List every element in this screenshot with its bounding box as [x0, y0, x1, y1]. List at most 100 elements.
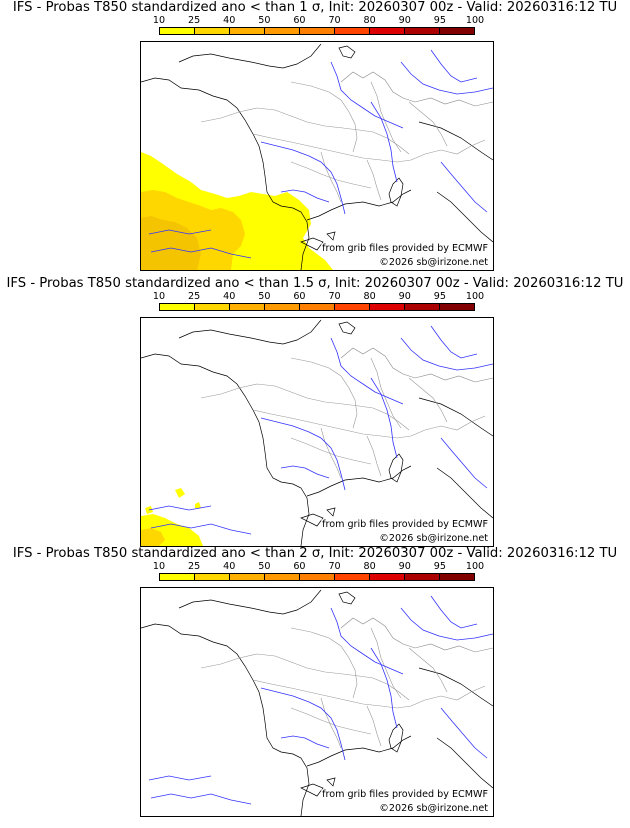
- scale-tick-label: 50: [258, 15, 271, 26]
- source-credit: from grib files provided by ECMWF: [321, 519, 489, 530]
- panel-1: IFS - Probas T850 standardized ano < tha…: [0, 0, 630, 276]
- coastline: [300, 507, 336, 527]
- river: [400, 61, 493, 95]
- river: [430, 49, 478, 83]
- border: [252, 409, 486, 439]
- coastline: [388, 453, 404, 483]
- river: [280, 189, 330, 203]
- coastline: [300, 777, 336, 797]
- scale-tick-label: 40: [223, 561, 236, 572]
- river: [370, 101, 398, 183]
- color-scale-bar: [159, 27, 475, 35]
- scale-swatch: [440, 28, 474, 34]
- scale-swatch: [300, 574, 335, 580]
- scale-tick-label: 80: [363, 15, 376, 26]
- river: [280, 735, 330, 749]
- border: [340, 617, 493, 653]
- scale-tick-label: 100: [465, 291, 485, 302]
- river: [370, 377, 398, 459]
- border: [290, 627, 448, 749]
- scale-tick-label: 100: [465, 561, 485, 572]
- scale-swatch: [370, 304, 405, 310]
- coastline: [141, 623, 310, 816]
- source-credit: from grib files provided by ECMWF: [321, 789, 489, 800]
- scale-swatch: [230, 304, 265, 310]
- coastline: [388, 723, 404, 753]
- river: [260, 417, 346, 491]
- scale-swatch: [335, 28, 370, 34]
- scale-tick-label: 90: [398, 15, 411, 26]
- coastline: [338, 45, 356, 59]
- copyright-credit: ©2026 sb@irizone.net: [378, 803, 489, 814]
- coastline: [306, 189, 412, 221]
- river: [330, 607, 404, 675]
- probability-field: [145, 488, 201, 514]
- river: [440, 437, 488, 489]
- scale-tick-label: 10: [152, 15, 166, 26]
- scale-tick-label: 60: [293, 15, 306, 26]
- color-scale-labels: 10 25 40 50 60 70 80 90 95 100: [153, 561, 484, 572]
- river: [280, 465, 330, 479]
- scale-swatch: [440, 304, 474, 310]
- scale-tick-label: 70: [328, 291, 341, 302]
- coastline: [306, 465, 412, 497]
- map-svg: [141, 43, 493, 270]
- panel-3: IFS - Probas T850 standardized ano < tha…: [0, 546, 630, 822]
- river: [400, 337, 493, 371]
- scale-tick-label: 80: [363, 291, 376, 302]
- river: [370, 647, 398, 729]
- border: [340, 71, 493, 107]
- map-frame: from grib files provided by ECMWF ©2026 …: [140, 317, 494, 547]
- scale-swatch: [440, 574, 474, 580]
- coastline: [418, 667, 493, 707]
- scale-swatch: [300, 304, 335, 310]
- panel-title: IFS - Probas T850 standardized ano < tha…: [12, 546, 618, 561]
- border: [290, 357, 448, 479]
- scale-swatch: [195, 304, 230, 310]
- scale-swatch: [265, 28, 300, 34]
- coastline: [436, 191, 493, 243]
- coastline: [178, 43, 322, 69]
- copyright-credit: ©2026 sb@irizone.net: [378, 257, 489, 268]
- river: [260, 687, 346, 761]
- coastline: [338, 591, 356, 605]
- scale-tick-label: 50: [258, 291, 271, 302]
- scale-tick-label: 25: [188, 561, 201, 572]
- source-credit: from grib files provided by ECMWF: [321, 243, 489, 254]
- river: [400, 607, 493, 641]
- scale-swatch: [195, 28, 230, 34]
- panel-title: IFS - Probas T850 standardized ano < tha…: [12, 0, 618, 15]
- coastline: [300, 231, 336, 251]
- river: [440, 161, 488, 213]
- coastline: [178, 589, 322, 615]
- scale-tick-label: 95: [433, 291, 446, 302]
- scale-swatch: [230, 28, 265, 34]
- scale-swatch: [160, 304, 195, 310]
- scale-swatch: [405, 28, 440, 34]
- coastline: [306, 735, 412, 767]
- probability-field: [141, 528, 165, 546]
- scale-tick-label: 60: [293, 291, 306, 302]
- color-scale-bar: [159, 573, 475, 581]
- scale-tick-label: 10: [152, 291, 166, 302]
- coastline: [338, 321, 356, 335]
- scale-tick-label: 90: [398, 291, 411, 302]
- scale-swatch: [265, 574, 300, 580]
- scale-tick-label: 10: [152, 561, 166, 572]
- scale-swatch: [160, 28, 195, 34]
- map-svg: [141, 589, 493, 816]
- scale-tick-label: 50: [258, 561, 271, 572]
- river: [330, 61, 404, 129]
- scale-tick-label: 70: [328, 15, 341, 26]
- river: [260, 141, 346, 215]
- border: [340, 347, 493, 383]
- color-scale-labels: 10 25 40 50 60 70 80 90 95 100: [153, 291, 484, 302]
- coastline: [436, 467, 493, 519]
- scale-tick-label: 25: [188, 15, 201, 26]
- border: [290, 81, 448, 203]
- color-scale-bar: [159, 303, 475, 311]
- coastline: [178, 319, 322, 345]
- scale-tick-label: 100: [465, 15, 485, 26]
- panel-2: IFS - Probas T850 standardized ano < tha…: [0, 276, 630, 552]
- map-svg: [141, 319, 493, 546]
